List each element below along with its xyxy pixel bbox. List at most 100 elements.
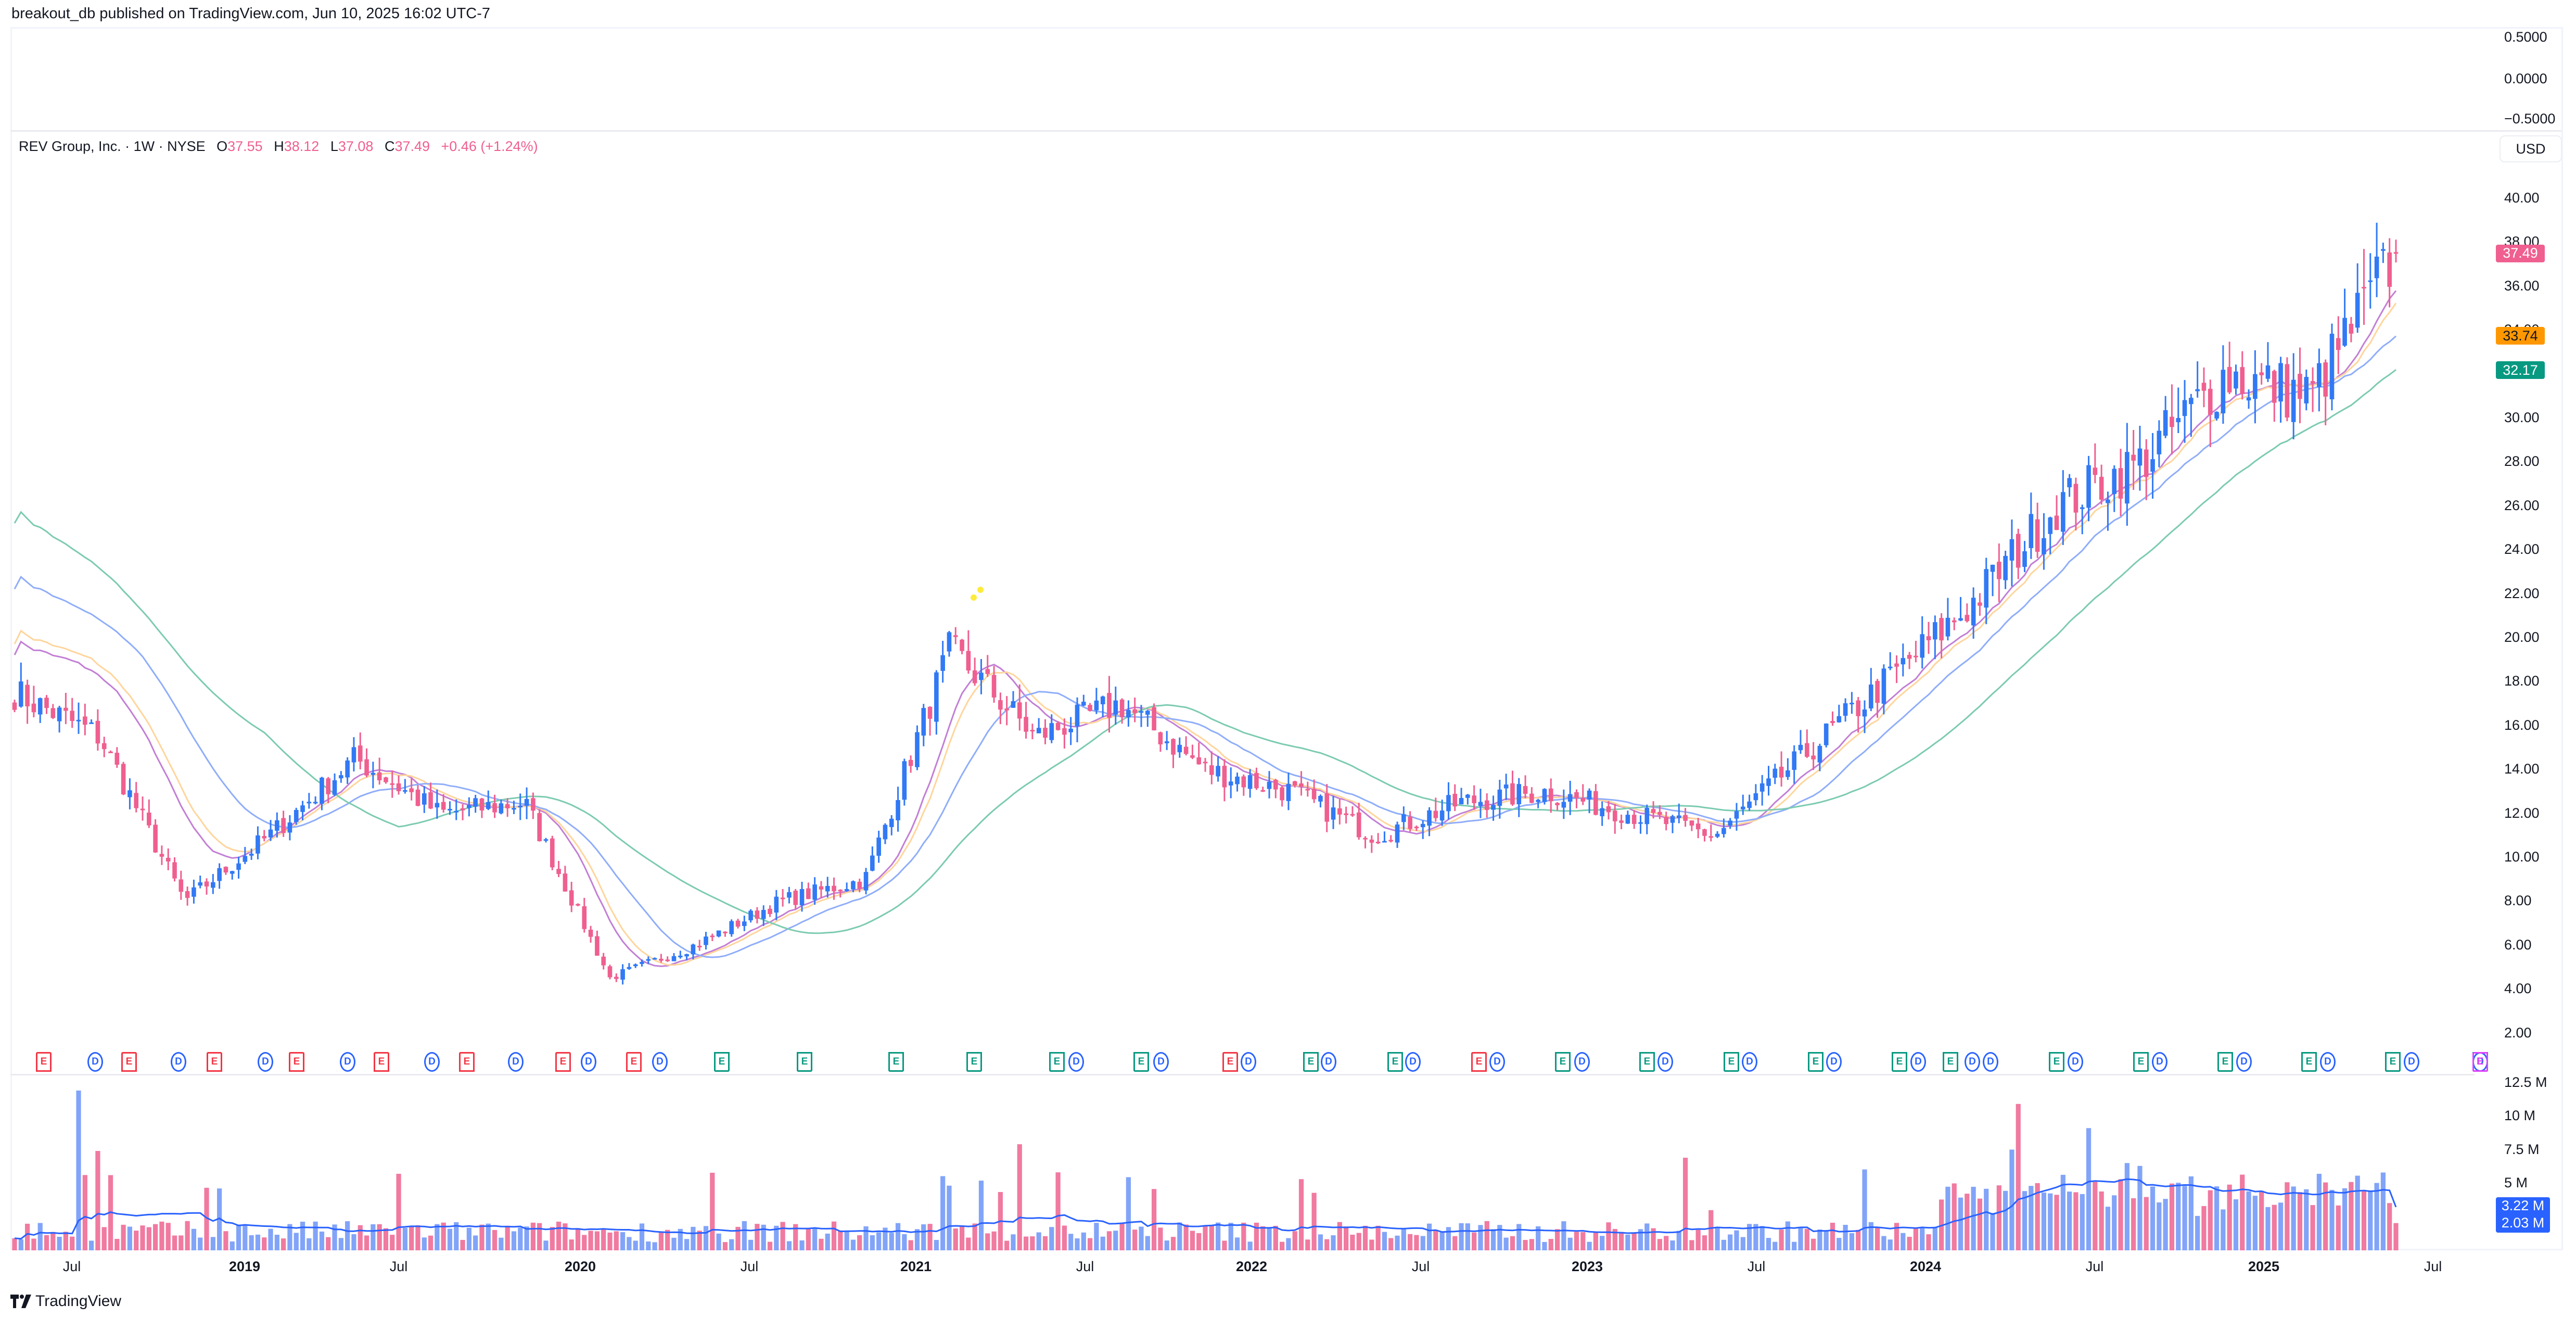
volume-bar: [2137, 1165, 2143, 1250]
dividend-event-icon[interactable]: D: [1321, 1052, 1336, 1072]
earnings-event-icon[interactable]: E: [1808, 1052, 1823, 1072]
candle: [761, 905, 766, 926]
candle: [2016, 528, 2021, 579]
symbol-name[interactable]: REV Group, Inc. · 1W · NYSE: [19, 138, 206, 154]
candle: [966, 630, 971, 674]
dividend-event-icon[interactable]: D: [2236, 1052, 2252, 1072]
tradingview-logo-text: TradingView: [35, 1292, 122, 1310]
earnings-event-icon[interactable]: E: [459, 1052, 475, 1072]
candle: [704, 932, 708, 950]
candle: [89, 719, 94, 724]
dividend-event-icon[interactable]: D: [508, 1052, 524, 1072]
earnings-event-icon[interactable]: E: [1133, 1052, 1149, 1072]
earnings-event-icon[interactable]: E: [1892, 1052, 1907, 1072]
volume-bar: [1254, 1222, 1259, 1250]
dividend-event-icon[interactable]: D: [1826, 1052, 1842, 1072]
dividend-event-icon[interactable]: D: [1965, 1052, 1980, 1072]
dividend-event-icon[interactable]: D: [1241, 1052, 1256, 1072]
candle: [1446, 782, 1451, 820]
earnings-event-icon[interactable]: E: [966, 1052, 982, 1072]
volume-bar: [1977, 1198, 1983, 1250]
dividend-event-icon[interactable]: D: [2320, 1052, 2336, 1072]
candle: [18, 662, 23, 708]
volume-bar: [870, 1235, 875, 1250]
dividend-event-icon[interactable]: D: [87, 1052, 103, 1072]
volume-bar: [722, 1242, 728, 1250]
dividend-event-icon[interactable]: D: [424, 1052, 440, 1072]
volume-bar: [2336, 1205, 2341, 1250]
earnings-event-icon[interactable]: E: [2472, 1052, 2488, 1072]
dividend-event-icon[interactable]: D: [1574, 1052, 1590, 1072]
candle: [300, 801, 305, 821]
earnings-event-icon[interactable]: E: [374, 1052, 389, 1072]
dividend-event-icon[interactable]: D: [1489, 1052, 1505, 1072]
dividend-event-icon[interactable]: D: [258, 1052, 273, 1072]
price-axis-label: 12.00: [2504, 805, 2540, 821]
earnings-event-icon[interactable]: E: [2049, 1052, 2064, 1072]
earnings-event-icon[interactable]: E: [2301, 1052, 2317, 1072]
dividend-event-icon[interactable]: D: [1742, 1052, 1757, 1072]
dividend-event-icon[interactable]: D: [581, 1052, 596, 1072]
volume-bar: [1113, 1231, 1118, 1250]
dividend-event-icon[interactable]: D: [1657, 1052, 1673, 1072]
candle: [1292, 780, 1297, 788]
earnings-event-icon[interactable]: E: [2217, 1052, 2233, 1072]
earnings-event-icon[interactable]: E: [1555, 1052, 1571, 1072]
volume-bar: [850, 1239, 856, 1250]
earnings-event-icon[interactable]: E: [207, 1052, 222, 1072]
currency-button[interactable]: USD: [2500, 135, 2562, 162]
earnings-event-icon[interactable]: E: [1943, 1052, 1958, 1072]
earnings-event-icon[interactable]: E: [289, 1052, 304, 1072]
dividend-event-icon[interactable]: D: [2068, 1052, 2083, 1072]
volume-bar: [1401, 1228, 1406, 1250]
candle: [37, 698, 43, 723]
earnings-event-icon[interactable]: E: [1471, 1052, 1487, 1072]
pane-divider-top[interactable]: [10, 130, 2563, 132]
earnings-event-icon[interactable]: E: [121, 1052, 137, 1072]
volume-bar: [178, 1235, 184, 1250]
volume-bar: [1068, 1234, 1074, 1250]
candle: [1952, 617, 1957, 630]
earnings-event-icon[interactable]: E: [2385, 1052, 2401, 1072]
volume-bar: [2201, 1206, 2207, 1250]
earnings-event-icon[interactable]: E: [1222, 1052, 1238, 1072]
volume-bar: [172, 1235, 177, 1250]
candle: [2265, 342, 2271, 382]
candle: [1273, 779, 1278, 799]
dividend-event-icon[interactable]: D: [1153, 1052, 1169, 1072]
tradingview-logo[interactable]: TradingView: [10, 1292, 121, 1310]
volume-bar: [377, 1224, 382, 1250]
earnings-event-icon[interactable]: E: [555, 1052, 571, 1072]
dividend-event-icon[interactable]: D: [1910, 1052, 1926, 1072]
earnings-event-icon[interactable]: E: [1303, 1052, 1319, 1072]
earnings-event-icon[interactable]: E: [2133, 1052, 2149, 1072]
dividend-event-icon[interactable]: D: [340, 1052, 355, 1072]
dividend-event-icon[interactable]: D: [171, 1052, 186, 1072]
candle: [198, 876, 203, 889]
dividend-event-icon[interactable]: D: [1068, 1052, 1084, 1072]
dividend-event-icon[interactable]: D: [652, 1052, 668, 1072]
earnings-event-icon[interactable]: E: [797, 1052, 812, 1072]
earnings-event-icon[interactable]: E: [1724, 1052, 1739, 1072]
earnings-event-icon[interactable]: E: [888, 1052, 904, 1072]
earnings-event-icon[interactable]: E: [626, 1052, 642, 1072]
pane-divider-volume[interactable]: [10, 1074, 2475, 1075]
earnings-event-icon[interactable]: E: [714, 1052, 730, 1072]
earnings-event-icon[interactable]: E: [1049, 1052, 1065, 1072]
dividend-event-icon[interactable]: D: [1405, 1052, 1421, 1072]
dividend-event-icon[interactable]: D: [2404, 1052, 2419, 1072]
symbol-legend[interactable]: REV Group, Inc. · 1W · NYSE O37.55 H38.1…: [19, 138, 538, 155]
earnings-event-icon[interactable]: E: [1639, 1052, 1655, 1072]
earnings-event-icon[interactable]: E: [1387, 1052, 1403, 1072]
dividend-event-icon[interactable]: D: [1983, 1052, 1998, 1072]
volume-bar: [710, 1172, 715, 1250]
open-label: O: [216, 138, 228, 154]
volume-bar: [838, 1230, 843, 1250]
dividend-event-icon[interactable]: D: [2152, 1052, 2167, 1072]
volume-bar: [390, 1235, 395, 1250]
earnings-event-icon[interactable]: E: [36, 1052, 52, 1072]
candle: [2253, 350, 2258, 424]
candle: [313, 796, 318, 805]
volume-bar: [146, 1227, 151, 1250]
